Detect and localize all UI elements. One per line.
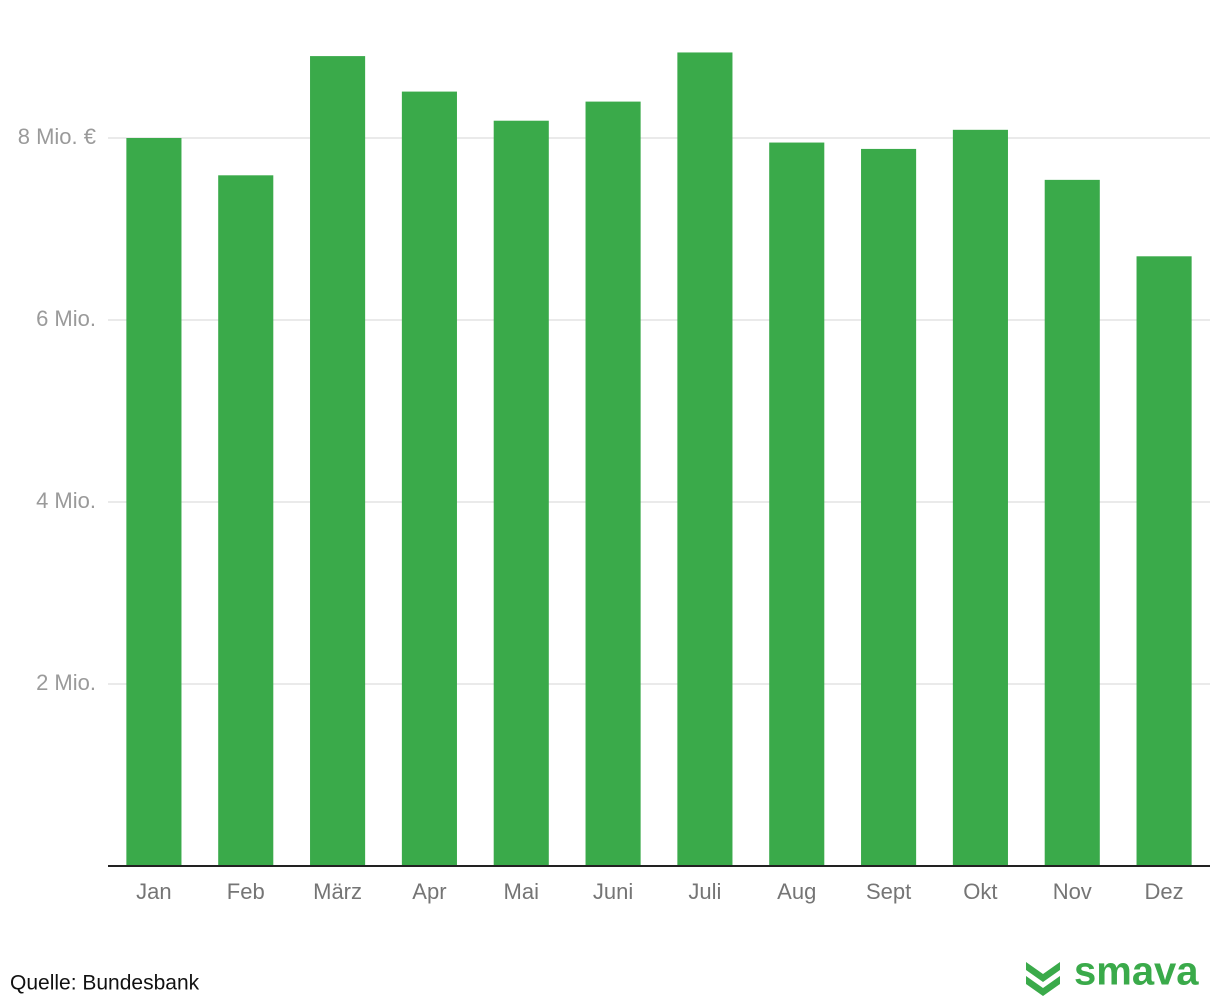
x-tick-label: März [313,879,362,904]
bar [1044,179,1100,867]
logo-icon [1026,962,1060,996]
y-tick-label: 2 Mio. [36,670,96,695]
bar [401,91,457,867]
y-tick-label: 4 Mio. [36,488,96,513]
x-tick-label: Okt [963,879,997,904]
bar [493,120,549,866]
x-tick-label: Mai [504,879,539,904]
x-tick-label: Nov [1053,879,1092,904]
x-tick-label: Jan [136,879,171,904]
x-tick-label: Apr [412,879,446,904]
bar [585,101,641,867]
bar [310,56,366,867]
x-tick-label: Juni [593,879,633,904]
bar [677,52,733,866]
x-tick-label: Sept [866,879,911,904]
x-tick-label: Aug [777,879,816,904]
bar [126,138,182,866]
bar [218,175,274,866]
x-tick-label: Juli [688,879,721,904]
brand-name: smava [1074,950,1199,994]
bar [1136,256,1192,866]
y-tick-label: 8 Mio. € [18,124,96,149]
x-tick-label: Feb [227,879,265,904]
source-note: Quelle: Bundesbank [10,972,200,995]
y-tick-label: 6 Mio. [36,306,96,331]
bar [861,148,917,867]
bar [952,129,1008,866]
x-tick-label: Dez [1145,879,1184,904]
bar [769,142,825,867]
brand-logo: smava [1026,950,1199,996]
